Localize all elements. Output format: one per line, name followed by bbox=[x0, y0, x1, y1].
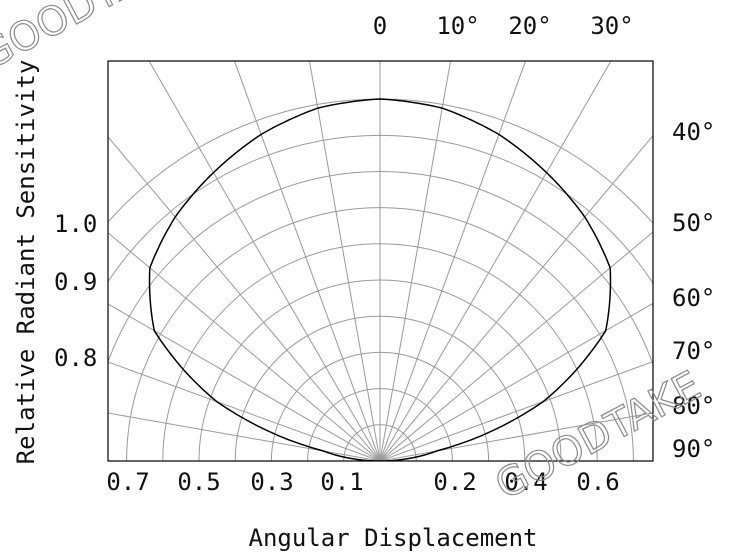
angle-tick-label: 80° bbox=[672, 392, 715, 420]
grid-spoke bbox=[148, 61, 381, 461]
angle-tick-label: 50° bbox=[672, 209, 715, 237]
grid-spoke bbox=[379, 361, 653, 461]
radial-tick-label: 0.9 bbox=[54, 268, 97, 296]
radiation-pattern-curve bbox=[148, 98, 612, 461]
radial-tick-label: 1.0 bbox=[54, 210, 97, 238]
grid-spoke bbox=[108, 136, 381, 461]
tick-labels: 0 10° 20° 30° 40° 50° 60° 70° 80° 90° 1.0 0.9 0.8 0.7… bbox=[54, 12, 715, 496]
radial-tick-label: 0.1 bbox=[320, 468, 363, 496]
grid-spoke bbox=[108, 412, 381, 461]
radial-tick-label: 0.3 bbox=[250, 468, 293, 496]
grid-spoke bbox=[108, 361, 381, 461]
angle-tick-label: 30° bbox=[590, 12, 633, 40]
grid-spoke bbox=[379, 412, 653, 461]
grid-spoke bbox=[108, 232, 381, 461]
radial-tick-label: 0.8 bbox=[54, 344, 97, 372]
x-axis-title: Angular Displacement bbox=[249, 524, 538, 552]
radial-tick-label: 0.6 bbox=[576, 468, 619, 496]
angle-tick-label: 0 bbox=[373, 12, 387, 40]
angle-tick-label: 40° bbox=[672, 118, 715, 146]
grid-spoke bbox=[379, 134, 653, 461]
grid-spoke bbox=[108, 303, 381, 461]
angle-tick-label: 90° bbox=[672, 435, 715, 463]
grid-spoke bbox=[379, 302, 653, 461]
angle-tick-label: 10° bbox=[436, 12, 479, 40]
grid-spoke bbox=[379, 61, 452, 461]
angle-tick-label: 60° bbox=[672, 284, 715, 312]
radial-tick-label: 0.4 bbox=[504, 468, 547, 496]
grid-spoke bbox=[379, 61, 527, 461]
angle-tick-label: 20° bbox=[508, 12, 551, 40]
angle-tick-label: 70° bbox=[672, 337, 715, 365]
radial-tick-label: 0.5 bbox=[177, 468, 220, 496]
grid-spoke bbox=[308, 61, 381, 461]
radial-tick-label: 0.7 bbox=[106, 468, 149, 496]
radial-tick-label: 0.2 bbox=[433, 468, 476, 496]
grid-spoke bbox=[379, 61, 612, 461]
polar-grid bbox=[108, 61, 653, 461]
y-axis-title: Relative Radiant Sensitivity bbox=[12, 60, 40, 465]
grid-spoke bbox=[233, 61, 381, 461]
grid-spoke bbox=[379, 231, 653, 461]
